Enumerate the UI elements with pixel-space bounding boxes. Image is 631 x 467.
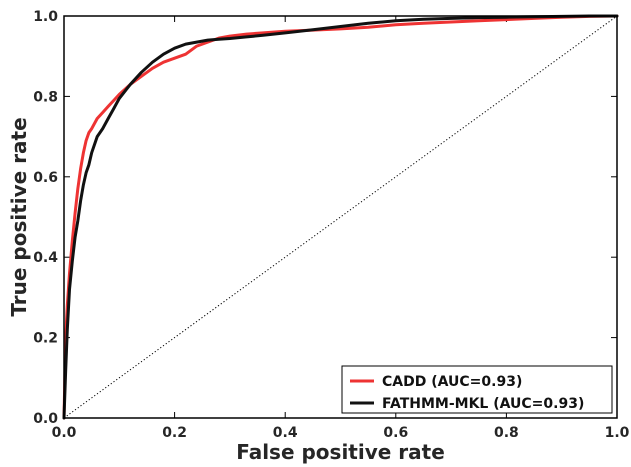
- legend-box: [341, 365, 613, 414]
- y-tick-label: 0.6: [33, 170, 58, 186]
- x-tick-label: 0.0: [52, 425, 77, 441]
- x-tick-label: 1.0: [605, 425, 630, 441]
- x-axis-title: False positive rate: [236, 440, 445, 464]
- plot-frame: [63, 15, 618, 419]
- y-tick-label: 0.4: [33, 250, 58, 266]
- chance-diagonal-line: [63, 15, 618, 419]
- x-tick-label: 0.4: [273, 425, 298, 441]
- x-tick-label: 0.6: [383, 425, 408, 441]
- y-tick-label: 1.0: [33, 9, 58, 25]
- series-layer: [62, 14, 619, 420]
- reference-layer: [63, 15, 618, 419]
- y-axis-title: True positive rate: [7, 117, 31, 316]
- y-tick-label: 0.2: [33, 331, 58, 347]
- legend-label: FATHMM-MKL (AUC=0.93): [382, 396, 584, 412]
- x-tick-label: 0.2: [162, 425, 187, 441]
- legend: CADD (AUC=0.93) FATHMM-MKL (AUC=0.93): [341, 365, 613, 414]
- x-tick-label: 0.8: [494, 425, 519, 441]
- labels-layer: False positive rate True positive rate: [7, 117, 445, 464]
- series-line-fathmm-mkl: [62, 14, 619, 420]
- legend-label: CADD (AUC=0.93): [382, 374, 522, 390]
- series-line-cadd: [62, 14, 619, 420]
- y-tick-label: 0.8: [33, 89, 58, 105]
- y-tick-label: 0.0: [33, 411, 58, 427]
